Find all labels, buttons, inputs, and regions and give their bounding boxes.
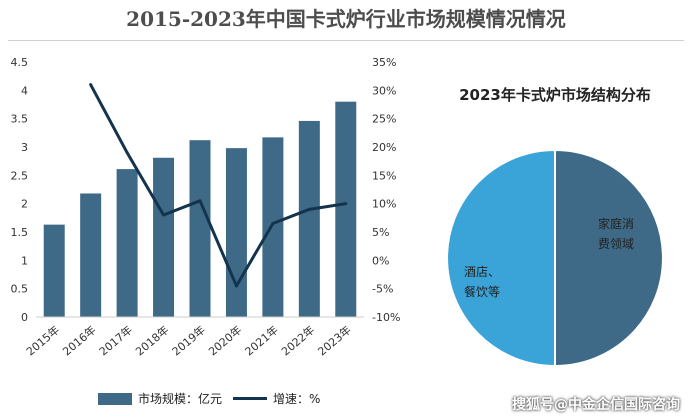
pie-chart-title: 2023年卡式炉市场结构分布 — [459, 86, 651, 104]
pie-label-household-line-2: 费领域 — [598, 237, 635, 251]
y-left-tick-label: 3 — [21, 141, 28, 154]
page-title: 2015-2023年中国卡式炉行业市场规模情况情况 — [126, 7, 566, 31]
legend-item-market-size: 市场规模：亿元 — [98, 390, 222, 407]
y-right-tick-label: -10% — [372, 311, 400, 324]
y-right-tick-label: 15% — [372, 169, 396, 182]
legend-label-growth: 增速：% — [273, 392, 321, 406]
y-right-tick-label: 20% — [372, 141, 396, 154]
legend-line-swatch — [233, 397, 267, 400]
y-left-tick-label: 1.5 — [11, 226, 29, 239]
x-tick-label: 2015年 — [23, 323, 62, 359]
y-left-tick-label: 4 — [21, 84, 28, 97]
x-tick-label: 2022年 — [278, 323, 317, 359]
y-right-tick-label: 10% — [372, 198, 396, 211]
x-tick-label: 2021年 — [242, 323, 281, 359]
bar — [153, 157, 175, 317]
growth-line — [89, 83, 347, 288]
y-right-tick-label: 35% — [372, 56, 396, 69]
growth-point — [344, 202, 348, 206]
y-left-tick-label: 2 — [21, 198, 28, 211]
pie-slice — [446, 148, 556, 368]
y-left-tick-label: 3.5 — [11, 113, 29, 126]
y-left-tick-label: 2.5 — [11, 169, 29, 182]
bar — [116, 169, 138, 317]
y-left-tick-label: 0 — [21, 311, 28, 324]
pie-label-household: 家庭消 费领域 — [598, 214, 634, 254]
title-divider — [8, 40, 684, 41]
y-right-tick-label: 0% — [372, 254, 389, 267]
y-left-tick-label: 1 — [21, 254, 28, 267]
bar — [225, 148, 247, 317]
bar — [335, 101, 357, 318]
growth-point — [307, 207, 311, 211]
growth-point — [198, 199, 202, 203]
y-right-tick-label: 25% — [372, 113, 396, 126]
bar — [298, 120, 320, 317]
pie-label-hotel-line-2: 餐饮等 — [464, 285, 501, 299]
x-tick-label: 2023年 — [315, 323, 354, 359]
pie-slice — [554, 148, 664, 368]
x-tick-label: 2016年 — [60, 323, 99, 359]
x-tick-label: 2017年 — [96, 323, 135, 359]
y-left-tick-label: 4.5 — [11, 56, 29, 69]
watermark: 搜狐号@中金企信国际咨询 — [512, 397, 680, 413]
y-right-tick-label: -5% — [372, 283, 393, 296]
bar — [189, 140, 211, 317]
x-tick-label: 2020年 — [205, 323, 244, 359]
legend-bar-swatch — [98, 392, 132, 405]
y-right-tick-label: 5% — [372, 226, 389, 239]
growth-point — [125, 151, 129, 155]
x-tick-label: 2019年 — [169, 323, 208, 359]
growth-point — [234, 284, 238, 288]
y-left-tick-label: 0.5 — [11, 283, 29, 296]
x-tick-label: 2018年 — [133, 323, 172, 359]
growth-point — [271, 222, 275, 225]
pie-label-hotel-line-1: 酒店、 — [464, 265, 501, 279]
y-right-tick-label: 30% — [372, 84, 396, 97]
bar — [262, 137, 284, 317]
pie-label-hotel: 酒店、 餐饮等 — [464, 262, 500, 302]
bar — [80, 193, 102, 317]
growth-point — [89, 83, 93, 87]
legend-item-growth: 增速：% — [233, 390, 320, 407]
legend-label-market-size: 市场规模：亿元 — [138, 392, 223, 406]
pie-label-household-line-1: 家庭消 — [598, 217, 635, 231]
bar — [43, 224, 65, 317]
growth-point — [162, 213, 166, 217]
